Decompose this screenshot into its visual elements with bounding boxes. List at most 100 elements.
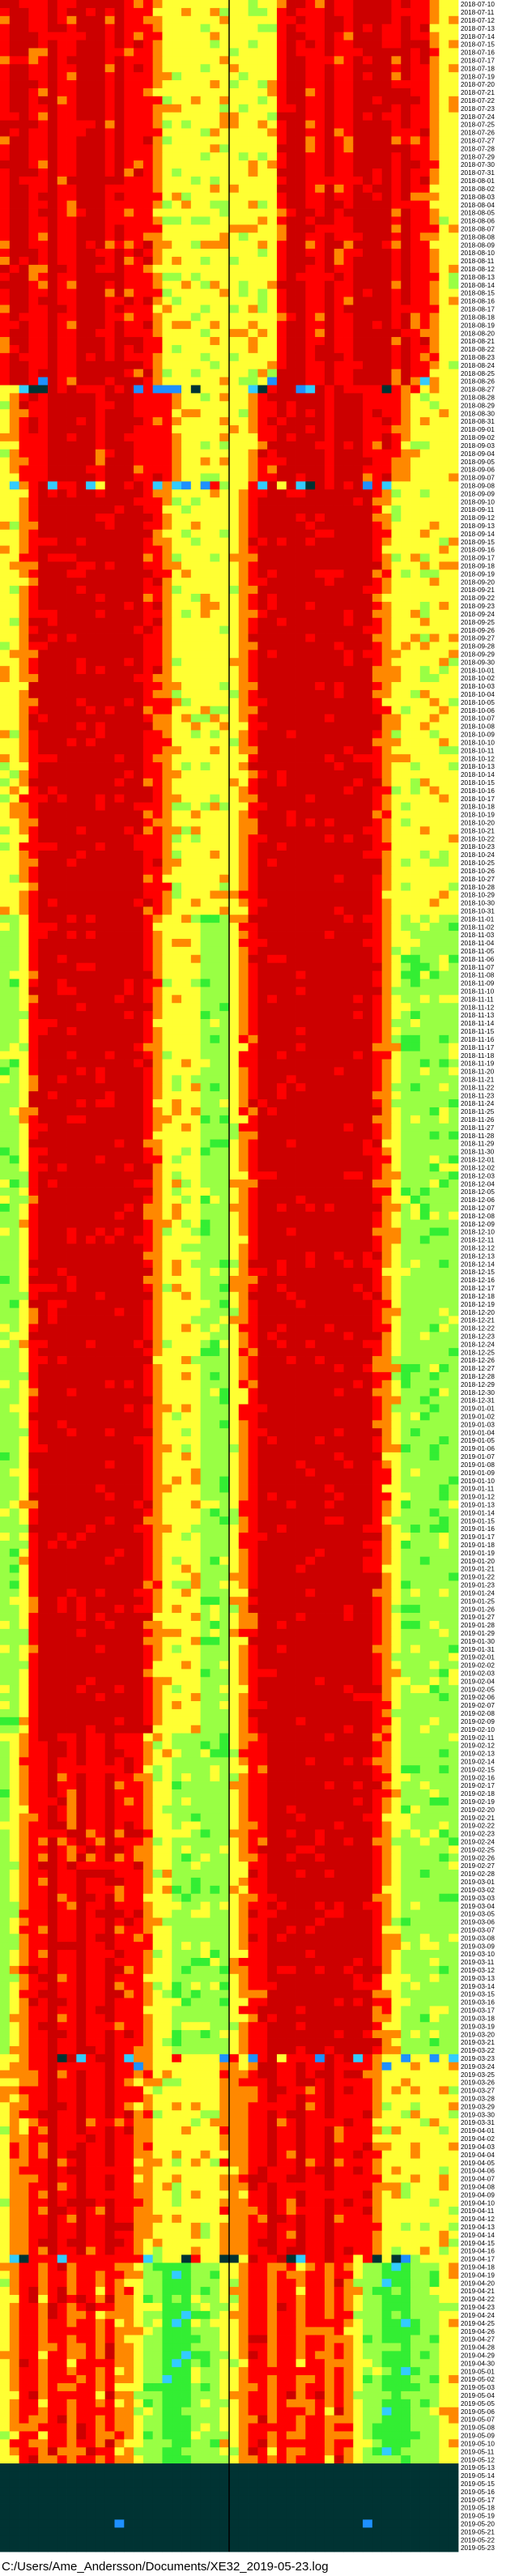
heatmap-cell	[248, 152, 258, 161]
heatmap-cell	[104, 569, 115, 578]
heatmap-cell	[324, 337, 335, 346]
heatmap-cell	[190, 104, 202, 113]
heatmap-cell	[200, 288, 210, 297]
heatmap-cell	[114, 80, 125, 89]
heatmap-cell	[142, 112, 154, 121]
heatmap-cell	[267, 152, 278, 161]
heatmap-cell	[19, 264, 29, 274]
heatmap-cell	[181, 722, 192, 731]
heatmap-cell	[353, 0, 364, 9]
heatmap-cell	[162, 87, 172, 97]
heatmap-cell	[66, 64, 77, 73]
heatmap-cell	[276, 305, 287, 313]
heatmap-cell	[104, 15, 115, 25]
heatmap-cell	[410, 352, 421, 362]
heatmap-cell	[181, 329, 192, 338]
heatmap-cell	[257, 449, 268, 458]
heatmap-cell	[372, 770, 383, 779]
heatmap-cell	[286, 625, 296, 634]
heatmap-cell	[66, 96, 77, 105]
heatmap-cell	[286, 697, 296, 707]
heatmap-cell	[47, 642, 58, 650]
heatmap-cell	[219, 192, 230, 202]
heatmap-cell	[343, 104, 354, 113]
heatmap-cell	[439, 674, 449, 683]
heatmap-cell	[0, 112, 11, 121]
heatmap-cell	[9, 505, 19, 514]
heatmap-cell	[257, 0, 268, 9]
heatmap-cell	[381, 497, 392, 506]
heatmap-cell	[343, 144, 354, 153]
heatmap-cell	[419, 650, 431, 659]
heatmap-cell	[181, 160, 192, 169]
heatmap-cell	[286, 360, 296, 370]
heatmap-cell	[142, 617, 154, 627]
heatmap-cell	[410, 666, 421, 675]
heatmap-cell	[0, 834, 11, 843]
heatmap-cell	[47, 609, 58, 619]
heatmap-cell	[267, 578, 278, 586]
heatmap-cell	[257, 457, 268, 466]
heatmap-cell	[134, 176, 144, 186]
heatmap-cell	[114, 23, 125, 33]
heatmap-cell	[429, 569, 440, 578]
heatmap-cell	[0, 625, 11, 634]
heatmap-cell	[28, 321, 39, 330]
heatmap-cell	[276, 706, 287, 715]
heatmap-cell	[172, 208, 182, 217]
heatmap-cell	[391, 15, 402, 25]
heatmap-cell	[114, 594, 125, 603]
heatmap-cell	[57, 23, 67, 33]
heatmap-cell	[124, 176, 134, 186]
heatmap-cell	[162, 280, 172, 290]
heatmap-cell	[66, 360, 77, 370]
heatmap-cell	[0, 80, 11, 89]
heatmap-cell	[152, 650, 163, 659]
heatmap-cell	[86, 200, 96, 209]
heatmap-cell	[152, 401, 163, 410]
heatmap-cell	[28, 578, 39, 586]
heatmap-cell	[152, 272, 163, 282]
heatmap-cell	[343, 120, 354, 129]
heatmap-cell	[28, 72, 39, 81]
heatmap-cell	[267, 232, 278, 241]
heatmap-cell	[381, 377, 392, 386]
heatmap-cell	[315, 96, 325, 105]
heatmap-cell	[419, 176, 431, 186]
heatmap-cell	[38, 578, 49, 586]
heatmap-cell	[104, 746, 115, 755]
heatmap-cell	[363, 64, 373, 73]
heatmap-cell	[267, 409, 278, 418]
heatmap-cell	[419, 609, 431, 619]
heatmap-cell	[66, 377, 77, 386]
heatmap-cell	[305, 409, 316, 418]
heatmap-cell	[181, 360, 192, 370]
heatmap-cell	[200, 730, 210, 739]
heatmap-cell	[200, 329, 210, 338]
heatmap-cell	[401, 633, 411, 642]
heatmap-cell	[76, 473, 87, 482]
heatmap-cell	[114, 746, 125, 755]
heatmap-cell	[162, 633, 172, 642]
heatmap-cell	[47, 120, 58, 129]
heatmap-cell	[190, 409, 202, 418]
heatmap-cell	[219, 48, 230, 57]
heatmap-cell	[114, 826, 125, 835]
heatmap-cell	[372, 184, 383, 194]
heatmap-cell	[391, 224, 402, 233]
heatmap-cell	[210, 689, 220, 699]
heatmap-cell	[419, 569, 431, 578]
heatmap-cell	[343, 321, 354, 330]
heatmap-cell	[419, 40, 431, 49]
heatmap-cell	[95, 553, 106, 562]
heatmap-cell	[257, 128, 268, 137]
heatmap-cell	[66, 288, 77, 297]
heatmap-cell	[439, 730, 449, 739]
heatmap-cell	[219, 393, 230, 402]
heatmap-cell	[419, 481, 431, 490]
heatmap-cell	[66, 369, 77, 377]
heatmap-cell	[172, 40, 182, 49]
heatmap-cell	[276, 441, 287, 450]
heatmap-cell	[305, 633, 316, 642]
heatmap-cell	[57, 545, 67, 554]
